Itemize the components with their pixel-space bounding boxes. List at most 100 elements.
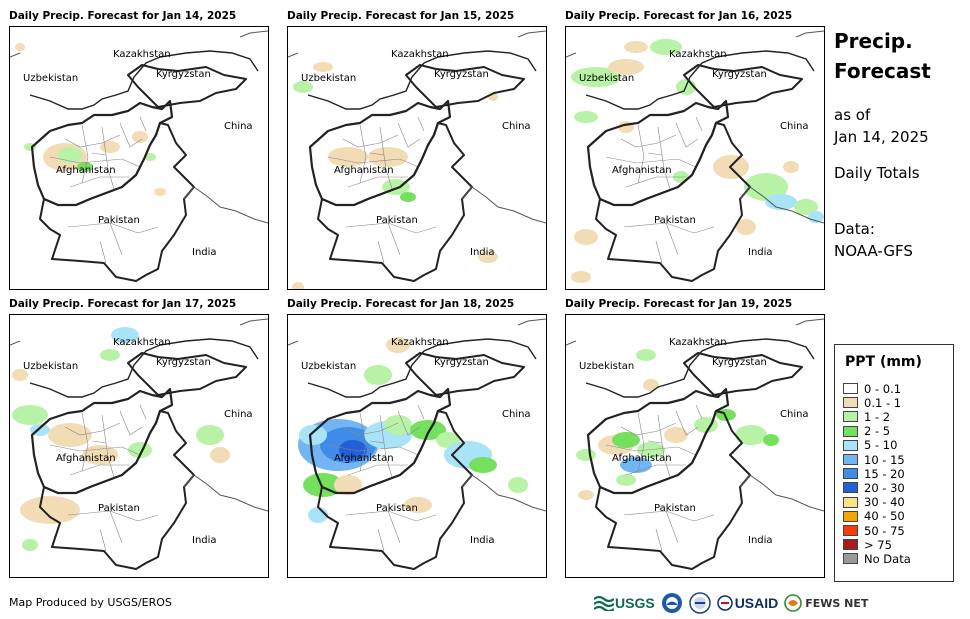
country-label-uzbekistan: Uzbekistan [23, 361, 79, 372]
country-label-kyrgyzstan: Kyrgyzstan [434, 69, 489, 80]
precip-area [128, 442, 152, 458]
legend-item: 0.1 - 1 [843, 396, 901, 410]
precip-area [508, 477, 528, 493]
legend-swatch [843, 482, 858, 494]
legend-label: 20 - 30 [864, 480, 905, 495]
legend-swatch [843, 397, 858, 409]
precip-area [664, 427, 688, 443]
legend-label: 2 - 5 [864, 424, 891, 439]
pakistan-border [39, 122, 195, 282]
kazakhstan-border [307, 338, 537, 398]
country-label-india: India [192, 247, 217, 258]
province-lines [327, 404, 425, 478]
edge-border [288, 30, 546, 58]
precip-area [636, 349, 656, 361]
asof-date: Jan 14, 2025 [834, 128, 929, 146]
usgs-wave-icon [594, 595, 614, 611]
logo-strip: USGS USAID FEWS NET [594, 590, 874, 616]
usgs-logo: USGS [594, 595, 655, 611]
panel-title: Daily Precip. Forecast for Jan 14, 2025 [9, 10, 237, 22]
precip-area [12, 369, 28, 381]
legend-swatch [843, 468, 858, 480]
forecast-panel: Daily Precip. Forecast for Jan 17, 2025 K… [9, 298, 269, 580]
precip-area [612, 432, 640, 448]
map-canvas [10, 30, 268, 282]
panel-title: Daily Precip. Forecast for Jan 17, 2025 [9, 298, 237, 310]
legend-item: 2 - 5 [843, 424, 891, 439]
country-label-kazakhstan: Kazakhstan [669, 337, 727, 348]
country-label-india: India [748, 535, 773, 546]
country-label-afghanistan: Afghanistan [56, 165, 116, 176]
province-lines [327, 116, 425, 190]
country-label-kyrgyzstan: Kyrgyzstan [156, 69, 211, 80]
precip-area [765, 194, 797, 210]
afghanistan-border [586, 99, 730, 207]
precip-area [744, 173, 788, 201]
country-label-kazakhstan: Kazakhstan [113, 49, 171, 60]
usaid-logo: USAID [716, 595, 778, 611]
country-label-pakistan: Pakistan [654, 503, 696, 514]
precip-area [12, 405, 48, 425]
legend-item: 40 - 50 [843, 509, 905, 523]
precip-area [111, 327, 139, 343]
kazakhstan-border [29, 338, 259, 398]
legend-item: 50 - 75 [843, 524, 905, 538]
country-label-china: China [502, 409, 531, 420]
precip-area [574, 111, 598, 123]
precip-area [364, 365, 392, 385]
data-source: NOAA-GFS [834, 242, 913, 260]
precip-area [58, 147, 82, 163]
china-india-border [739, 474, 824, 512]
country-label-india: India [470, 535, 495, 546]
country-label-kazakhstan: Kazakhstan [391, 49, 449, 60]
province-lines [49, 404, 147, 478]
country-label-china: China [224, 409, 253, 420]
map-canvas [10, 318, 268, 570]
legend-label: 15 - 20 [864, 466, 905, 481]
precip-map: Kazakhstan Uzbekistan Kyrgyzstan China Afgha… [9, 314, 269, 578]
legend-label: 10 - 15 [864, 452, 905, 467]
precip-map: Kazakhstan Uzbekistan Kyrgyzstan China Afgha… [287, 26, 547, 290]
country-label-uzbekistan: Uzbekistan [579, 361, 635, 372]
precip-area [210, 447, 230, 463]
precip-area [100, 349, 120, 361]
country-label-pakistan: Pakistan [98, 215, 140, 226]
legend-swatch [843, 553, 858, 565]
pakistan-border [595, 410, 751, 570]
precip-area [384, 415, 412, 435]
edge-border [566, 318, 824, 346]
edge-border [288, 318, 546, 346]
precip-area [48, 423, 92, 447]
precip-area [608, 59, 644, 75]
pakistan-border [595, 122, 751, 282]
legend-swatch [843, 383, 858, 394]
precip-area [404, 497, 432, 513]
precip-map: Kazakhstan Uzbekistan Kyrgyzstan China Afgha… [565, 314, 825, 578]
province-lines-pakistan [67, 510, 159, 552]
province-lines [49, 116, 147, 190]
country-label-uzbekistan: Uzbekistan [579, 73, 635, 84]
precip-area [22, 539, 38, 551]
pakistan-border [317, 410, 473, 570]
country-label-pakistan: Pakistan [98, 503, 140, 514]
china-india-border [183, 474, 268, 512]
legend-item: 10 - 15 [843, 452, 905, 467]
sidebar-title-line2: Forecast [834, 59, 931, 83]
precip-area [368, 147, 408, 167]
precip-area [20, 496, 80, 524]
province-lines [605, 116, 703, 190]
map-canvas [566, 30, 824, 283]
forecast-panel: Daily Precip. Forecast for Jan 18, 2025 K… [287, 298, 547, 580]
country-label-kazakhstan: Kazakhstan [113, 337, 171, 348]
china-india-border [183, 186, 268, 224]
country-label-kyrgyzstan: Kyrgyzstan [156, 357, 211, 368]
noaa-logo [661, 592, 683, 614]
legend-item: No Data [843, 551, 911, 566]
legend-item: 0 - 0.1 [843, 382, 901, 396]
kyrgyzstan-border [127, 352, 247, 396]
usaid-seal-icon [716, 595, 733, 611]
legend-label: No Data [864, 551, 911, 566]
edge-border [566, 30, 824, 58]
pakistan-border [39, 410, 195, 570]
precip-area [578, 490, 594, 500]
